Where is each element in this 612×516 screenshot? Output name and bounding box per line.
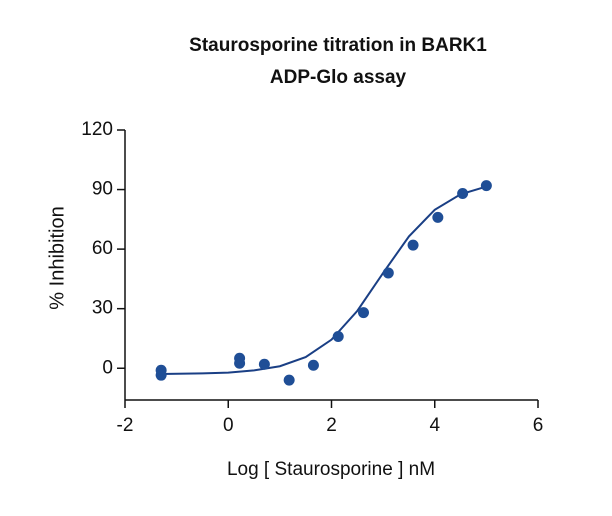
data-point: [307, 359, 319, 371]
chart-title: Staurosporine titration in BARK1: [189, 35, 487, 56]
data-point: [234, 357, 246, 369]
x-axis-label: Log [ Staurosporine ] nM: [227, 459, 435, 480]
x-tick-label: 6: [533, 415, 544, 436]
data-point: [382, 267, 394, 279]
data-point: [283, 374, 295, 386]
data-point: [358, 307, 370, 319]
y-tick-label: 0: [102, 357, 113, 378]
y-tick-label: 90: [92, 179, 113, 200]
data-point: [407, 239, 419, 251]
data-point: [332, 330, 344, 342]
data-point: [155, 369, 167, 381]
data-point: [457, 188, 469, 200]
x-tick-label: 0: [223, 415, 234, 436]
y-tick-label: 120: [81, 119, 113, 140]
data-point: [258, 358, 270, 370]
y-axis-label: % Inhibition: [46, 206, 68, 309]
x-tick-label: -2: [117, 415, 134, 436]
x-tick-label: 4: [429, 415, 440, 436]
x-tick-label: 2: [326, 415, 337, 436]
fit-curve: [161, 185, 487, 375]
data-point: [432, 211, 444, 223]
chart-title: ADP-Glo assay: [270, 67, 407, 88]
data-point: [480, 180, 492, 192]
y-tick-label: 30: [92, 298, 113, 319]
y-tick-label: 60: [92, 238, 113, 259]
